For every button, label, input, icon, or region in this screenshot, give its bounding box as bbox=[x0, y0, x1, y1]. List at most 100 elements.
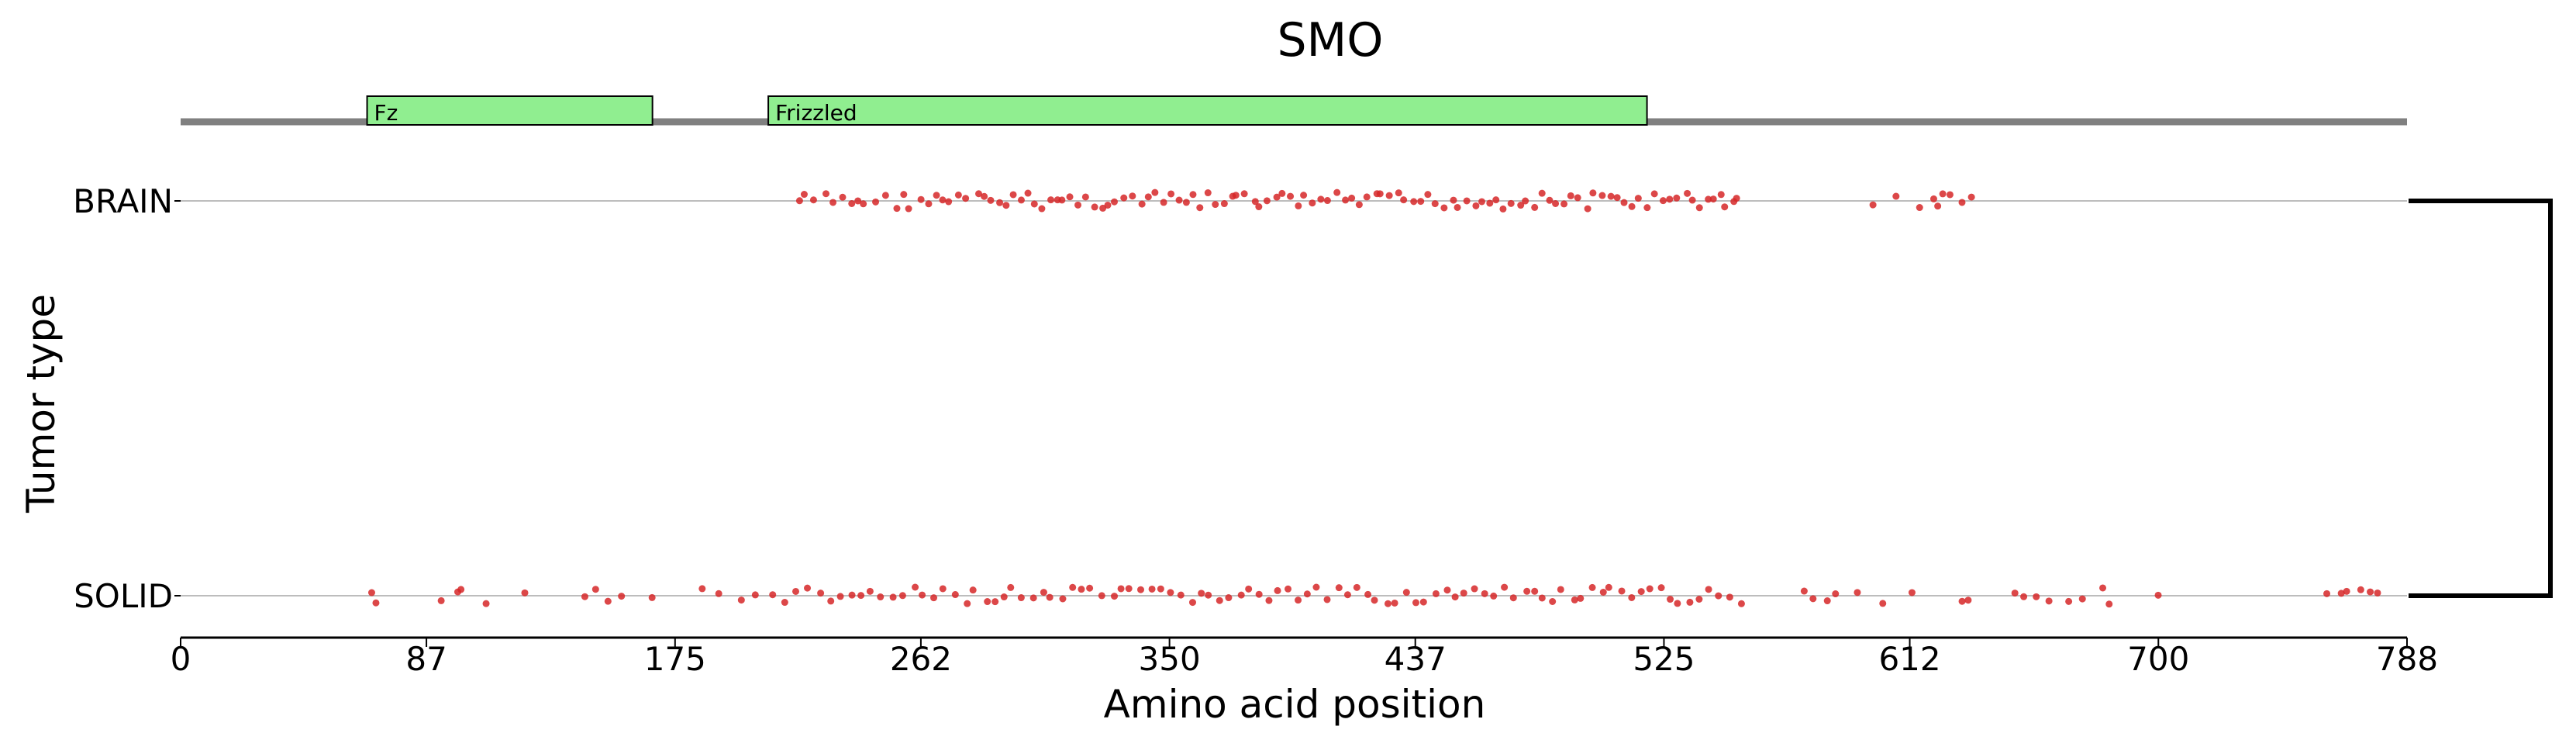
mutation-point-solid bbox=[817, 590, 825, 597]
mutation-point-brain bbox=[1066, 193, 1074, 201]
mutation-point-solid bbox=[1726, 593, 1733, 601]
mutation-point-brain bbox=[1478, 198, 1486, 206]
mutation-point-solid bbox=[2011, 590, 2019, 597]
mutation-point-brain bbox=[1182, 199, 1190, 206]
mutation-point-brain bbox=[996, 199, 1004, 206]
mutation-point-solid bbox=[1167, 589, 1174, 596]
mutation-point-solid bbox=[1443, 586, 1451, 594]
mutation-point-brain bbox=[1204, 189, 1212, 197]
mutation-point-brain bbox=[1220, 200, 1228, 208]
mutation-point-brain bbox=[1038, 205, 1046, 213]
mutation-point-brain bbox=[945, 198, 953, 206]
mutation-point-brain bbox=[1673, 194, 1681, 202]
mutation-point-brain bbox=[1574, 194, 1581, 202]
mutation-point-brain bbox=[1263, 197, 1271, 205]
mutation-point-solid bbox=[1538, 594, 1546, 602]
mutation-point-solid bbox=[618, 593, 626, 600]
mutation-point-brain bbox=[1151, 188, 1159, 196]
mutation-point-solid bbox=[991, 598, 999, 606]
mutation-point-solid bbox=[1667, 596, 1674, 603]
mutation-point-brain bbox=[1546, 196, 1554, 204]
mutation-point-solid bbox=[2367, 588, 2374, 596]
mutation-point-brain bbox=[1255, 203, 1263, 211]
mutation-point-brain bbox=[962, 195, 970, 202]
mutation-point-brain bbox=[1538, 189, 1546, 197]
mutation-point-solid bbox=[591, 586, 599, 593]
mutation-point-solid bbox=[1599, 588, 1607, 596]
mutation-point-solid bbox=[781, 599, 788, 607]
mutation-point-solid bbox=[1705, 586, 1712, 593]
mutation-point-brain bbox=[1684, 189, 1691, 197]
mutation-point-solid bbox=[2154, 591, 2162, 599]
domain-label: Fz bbox=[374, 100, 398, 126]
mutation-point-brain bbox=[1628, 202, 1636, 210]
mutation-point-brain bbox=[1517, 202, 1525, 209]
mutation-point-solid bbox=[2105, 600, 2113, 608]
mutation-point-brain bbox=[1138, 200, 1146, 208]
mutation-point-brain bbox=[1091, 203, 1098, 211]
mutation-points bbox=[367, 188, 2381, 608]
mutation-point-brain bbox=[893, 205, 901, 213]
mutation-point-solid bbox=[648, 593, 656, 601]
mutation-point-solid bbox=[1245, 585, 1253, 593]
mutation-point-solid bbox=[1148, 585, 1156, 593]
mutation-point-solid bbox=[1078, 586, 1085, 593]
mutation-point-solid bbox=[1481, 590, 1488, 597]
mutation-point-brain bbox=[1273, 193, 1281, 201]
mutation-point-brain bbox=[1659, 197, 1667, 205]
mutation-point-brain bbox=[1160, 199, 1167, 206]
mutation-point-solid bbox=[1098, 592, 1105, 600]
x-tick-label: 0 bbox=[171, 640, 191, 678]
mutation-point-brain bbox=[1129, 192, 1136, 200]
mutation-point-solid bbox=[1646, 585, 1654, 593]
x-tick-label: 612 bbox=[1878, 640, 1940, 678]
mutation-point-solid bbox=[2374, 589, 2381, 596]
mutation-point-solid bbox=[919, 591, 926, 599]
mutation-point-brain bbox=[1688, 196, 1696, 204]
mutation-point-brain bbox=[954, 191, 962, 199]
x-tick-label: 175 bbox=[644, 640, 706, 678]
mutation-point-brain bbox=[1560, 200, 1568, 208]
mutation-point-brain bbox=[939, 196, 947, 204]
mutation-point-solid bbox=[715, 590, 722, 597]
mutation-point-brain bbox=[905, 205, 912, 213]
mutation-point-solid bbox=[1040, 589, 1047, 596]
mutation-point-solid bbox=[437, 596, 445, 604]
mutation-point-brain bbox=[917, 195, 925, 203]
domain-fz bbox=[366, 95, 653, 126]
mutation-point-brain bbox=[1733, 195, 1740, 202]
category-label-brain: BRAIN bbox=[73, 182, 173, 220]
mutation-point-brain bbox=[1454, 203, 1461, 211]
mutation-point-solid bbox=[769, 591, 777, 599]
mutation-point-solid bbox=[1605, 583, 1612, 591]
x-tick-label: 87 bbox=[405, 640, 447, 678]
mutation-point-brain bbox=[1417, 198, 1425, 206]
mutation-point-brain bbox=[1240, 190, 1248, 198]
mutation-point-solid bbox=[1237, 591, 1245, 599]
mutation-point-brain bbox=[1030, 200, 1038, 208]
mutation-point-brain bbox=[933, 192, 940, 199]
mutation-point-solid bbox=[1384, 600, 1391, 607]
mutation-point-brain bbox=[1144, 193, 1152, 201]
mutation-point-solid bbox=[1531, 587, 1539, 595]
mutation-point-solid bbox=[1117, 585, 1125, 593]
x-tick-label: 700 bbox=[2127, 640, 2189, 678]
mutation-point-solid bbox=[1628, 593, 1636, 601]
mutation-point-solid bbox=[1412, 599, 1419, 607]
mutation-point-brain bbox=[1695, 204, 1703, 212]
mutation-point-solid bbox=[1007, 583, 1015, 591]
mutation-point-solid bbox=[372, 599, 380, 607]
mutation-point-brain bbox=[1348, 194, 1356, 202]
mutation-point-solid bbox=[1225, 594, 1233, 602]
mutation-point-brain bbox=[1081, 193, 1089, 201]
mutation-point-solid bbox=[1637, 588, 1645, 596]
mutation-point-brain bbox=[1323, 197, 1331, 205]
mutation-point-brain bbox=[1047, 196, 1055, 204]
mutation-point-solid bbox=[2323, 590, 2331, 597]
mutation-point-solid bbox=[1674, 600, 1681, 607]
mutation-point-solid bbox=[457, 586, 465, 593]
mutation-point-brain bbox=[1058, 196, 1066, 204]
mutation-point-solid bbox=[604, 597, 612, 605]
mutation-point-brain bbox=[1934, 202, 1942, 210]
mutation-point-solid bbox=[804, 584, 812, 592]
